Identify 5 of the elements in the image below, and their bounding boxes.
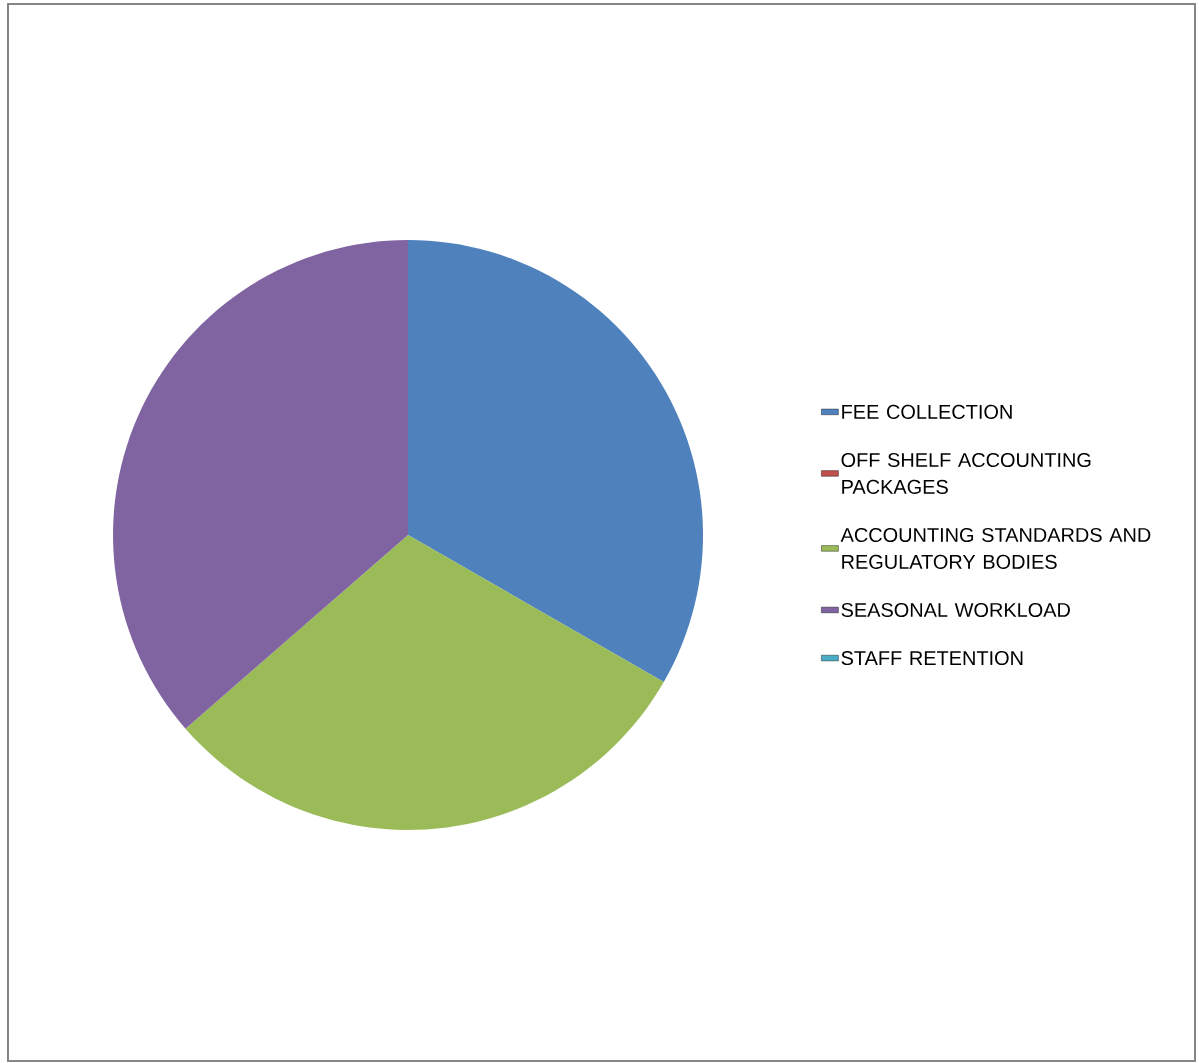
legend-label: SEASONAL WORKLOAD (841, 602, 1070, 618)
legend-label: FEE COLLECTION (842, 404, 1012, 419)
legend-label: STAFF RETENTION (841, 651, 1023, 666)
legend-label: ACCOUNTING STANDARDS AND REGULATORY BODIES (840, 527, 1151, 569)
legend-label: OFF SHELF ACCOUNTING PACKAGES (841, 452, 1091, 494)
